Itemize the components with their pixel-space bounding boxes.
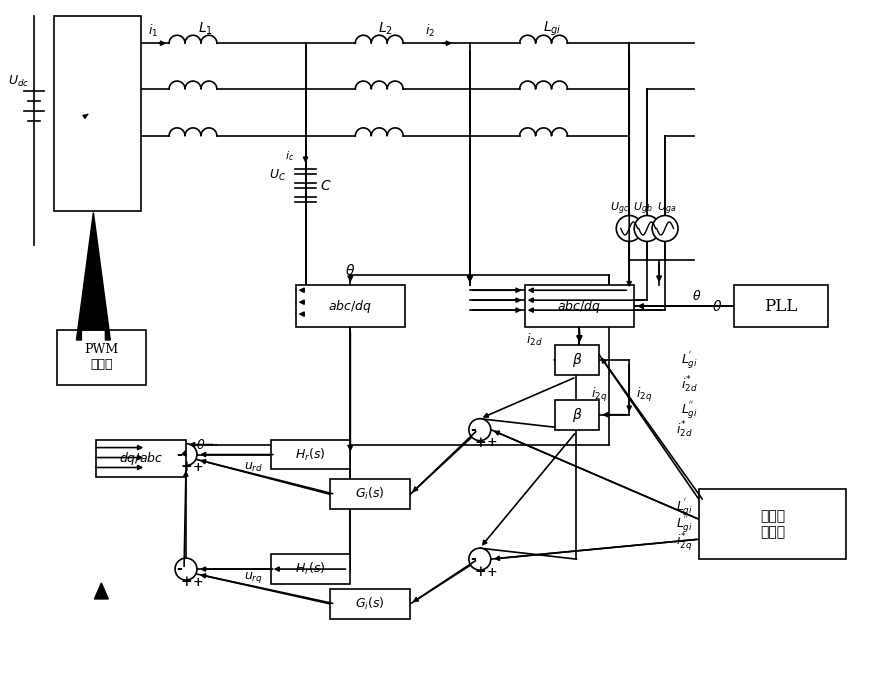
Bar	[296, 285, 405, 327]
Text: PLL: PLL	[765, 297, 798, 315]
Bar	[57, 330, 146, 385]
Text: +: +	[486, 436, 497, 449]
Text: PWM
调制器: PWM 调制器	[84, 344, 119, 372]
Bar	[734, 285, 828, 327]
Text: $abc / dq$: $abc / dq$	[328, 297, 373, 315]
Text: -: -	[470, 552, 476, 566]
Text: $\theta$: $\theta$	[711, 299, 722, 314]
Text: $i_{2q}$: $i_{2q}$	[636, 386, 652, 404]
Bar	[331, 480, 410, 509]
Bar	[53, 16, 141, 210]
Circle shape	[469, 418, 491, 440]
Text: $i_{2d}^{*}$: $i_{2d}^{*}$	[676, 420, 692, 440]
Circle shape	[652, 216, 678, 241]
Text: $C$: $C$	[320, 179, 331, 192]
Text: +: +	[486, 565, 497, 578]
Text: $i_{2q}^{*}$: $i_{2q}^{*}$	[676, 531, 692, 553]
Text: $i_{2q}$: $i_{2q}$	[591, 386, 608, 404]
Text: $U_{dc}$: $U_{dc}$	[8, 74, 30, 89]
Text: $U_{gb}$: $U_{gb}$	[633, 201, 653, 216]
Text: -: -	[176, 447, 182, 462]
Text: $i_{2d}$: $i_{2d}$	[526, 332, 543, 348]
Circle shape	[175, 444, 197, 466]
Text: $\beta$: $\beta$	[572, 351, 582, 369]
Bar	[271, 554, 350, 584]
Text: $abc / dq$: $abc / dq$	[557, 297, 601, 315]
Text: $u_{rq}$: $u_{rq}$	[244, 570, 263, 585]
Bar	[554, 400, 600, 429]
Text: $L_{gi}^{'}$: $L_{gi}^{'}$	[676, 497, 692, 518]
Text: $L_{gi}$: $L_{gi}$	[543, 20, 562, 38]
Text: $G_i(s)$: $G_i(s)$	[355, 596, 385, 612]
Text: +: +	[193, 576, 203, 589]
Text: $U_{gc}$: $U_{gc}$	[609, 201, 629, 216]
Text: $G_i(s)$: $G_i(s)$	[355, 486, 385, 502]
Circle shape	[175, 558, 197, 580]
Text: -: -	[176, 562, 182, 576]
Text: $\theta$: $\theta$	[196, 438, 206, 451]
Text: $L_{gi}^{''}$: $L_{gi}^{''}$	[676, 513, 692, 535]
Polygon shape	[77, 212, 110, 340]
Text: $\theta$: $\theta$	[345, 263, 355, 278]
Text: $L_{gi}^{'}$: $L_{gi}^{'}$	[681, 349, 698, 371]
Text: +: +	[474, 436, 485, 449]
Circle shape	[634, 216, 660, 241]
Bar	[331, 589, 410, 619]
Text: +: +	[474, 565, 485, 579]
Text: $U_{ga}$: $U_{ga}$	[657, 201, 677, 216]
Circle shape	[469, 548, 491, 570]
Text: $dq / abc$: $dq / abc$	[119, 450, 163, 467]
Circle shape	[616, 216, 643, 241]
Bar	[525, 285, 634, 327]
Text: $L_1$: $L_1$	[198, 21, 213, 38]
Text: $i_{2d}^{*}$: $i_{2d}^{*}$	[681, 374, 698, 395]
Text: $i_2$: $i_2$	[425, 23, 435, 39]
Text: $u_{rd}$: $u_{rd}$	[244, 461, 264, 474]
Bar	[271, 440, 350, 469]
Polygon shape	[94, 583, 108, 599]
Bar	[699, 489, 846, 559]
Text: -: -	[470, 423, 476, 437]
Text: $H_r(s)$: $H_r(s)$	[295, 561, 326, 577]
Bar	[96, 440, 186, 477]
Text: $L_{gi}^{''}$: $L_{gi}^{''}$	[681, 399, 698, 420]
Text: +: +	[180, 460, 192, 475]
Text: $i_c$: $i_c$	[285, 149, 294, 163]
Text: $\beta$: $\beta$	[572, 406, 582, 424]
Text: +: +	[180, 575, 192, 589]
Text: 电网阻
抗测量: 电网阻 抗测量	[760, 509, 785, 539]
Text: +: +	[193, 461, 203, 474]
Text: $H_r(s)$: $H_r(s)$	[295, 447, 326, 462]
Text: $U_C$: $U_C$	[269, 168, 286, 183]
Text: $\theta$: $\theta$	[692, 289, 702, 303]
Bar	[554, 345, 600, 375]
Text: $L_2$: $L_2$	[378, 21, 393, 38]
Text: $i_1$: $i_1$	[148, 23, 158, 39]
